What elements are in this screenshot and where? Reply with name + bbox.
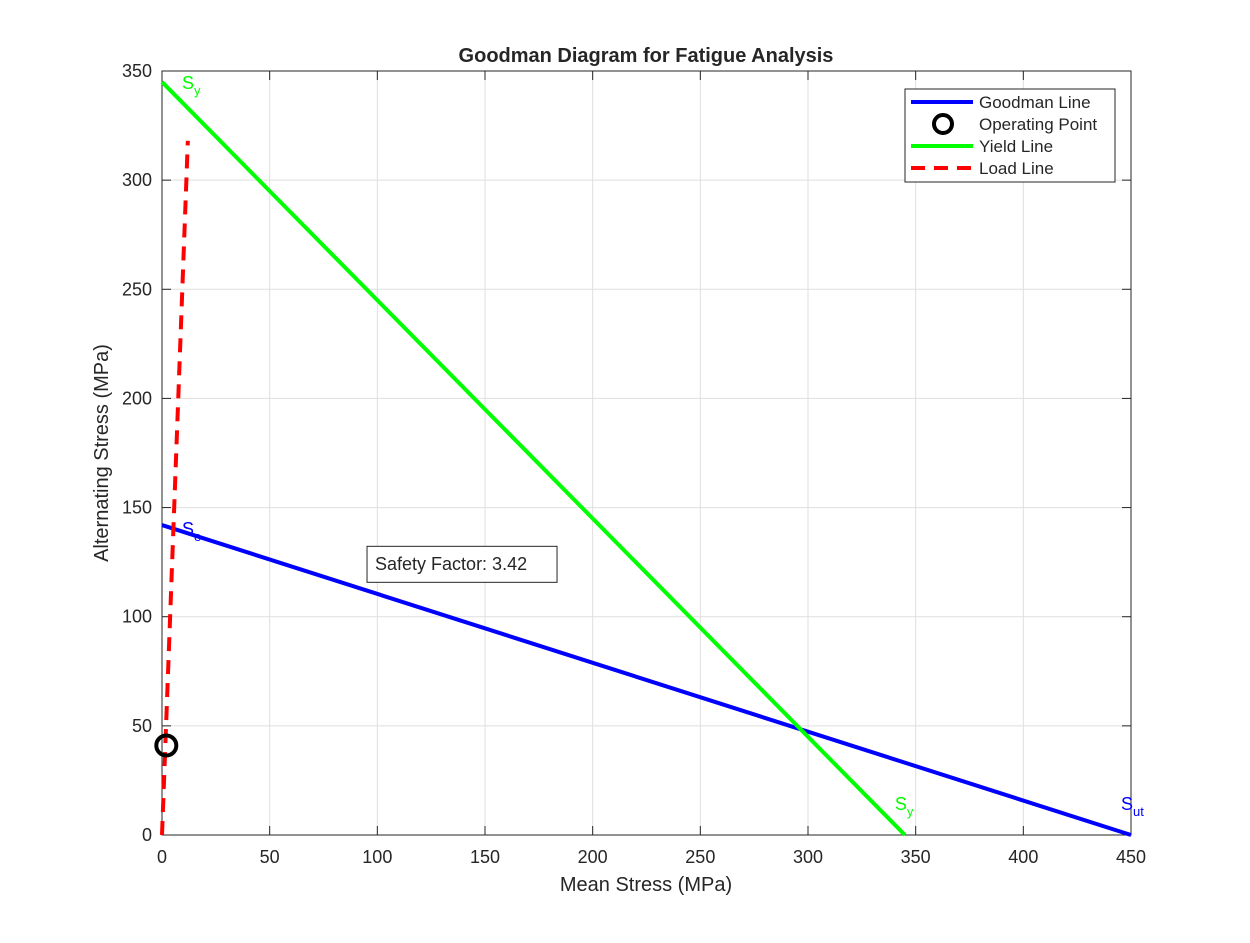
y-tick-label: 250 [122, 279, 152, 299]
x-tick-label: 300 [793, 847, 823, 867]
x-tick-label: 450 [1116, 847, 1146, 867]
safety-factor-frame [366, 545, 558, 583]
annotation-s-y: Sy [182, 73, 201, 98]
operating-point-marker [154, 733, 179, 758]
y-tick-label: 0 [142, 825, 152, 845]
y-tick-label: 150 [122, 498, 152, 518]
legend-operating-point-swatch [932, 113, 954, 135]
y-tick-label: 100 [122, 607, 152, 627]
legend-load-line-label: Load Line [979, 159, 1054, 178]
x-tick-label: 250 [685, 847, 715, 867]
x-axis-label: Mean Stress (MPa) [560, 874, 732, 896]
annotation-base: S [1121, 794, 1133, 814]
grid [161, 70, 1132, 836]
safety-factor-box: Safety Factor: 3.42 [366, 545, 558, 583]
x-tick-label: 400 [1008, 847, 1038, 867]
annotation-s-ut: Sut [1121, 794, 1144, 819]
annotation-subscript: e [194, 529, 201, 544]
x-tick-label: 0 [157, 847, 167, 867]
plot-series [154, 80, 1132, 837]
legend-yield-line-label: Yield Line [979, 137, 1053, 156]
annotation-subscript: y [907, 804, 914, 819]
y-tick-label: 50 [132, 716, 152, 736]
y-tick-label: 350 [122, 61, 152, 81]
y-tick-label: 200 [122, 388, 152, 408]
x-tick-label: 100 [362, 847, 392, 867]
annotation-s-e: Se [182, 519, 201, 544]
annotation-subscript: y [194, 83, 201, 98]
legend: Goodman Line Operating Point Yield Line Loa… [904, 88, 1116, 183]
annotation-base: S [895, 794, 907, 814]
annotation-subscript: ut [1133, 804, 1144, 819]
yield-line-series [160, 80, 907, 837]
legend-operating-point-label: Operating Point [979, 115, 1097, 134]
x-tick-label: 200 [578, 847, 608, 867]
y-axis-label: Alternating Stress (MPa) [91, 344, 113, 562]
annotation-s-y: Sy [895, 794, 914, 819]
x-tick-label: 150 [470, 847, 500, 867]
x-tick-label: 50 [260, 847, 280, 867]
ticks: 0 50 100 150 200 250 300 350 400 450 0 50 100 150 200 2… [122, 61, 1146, 867]
axes-box [161, 70, 1132, 836]
load-line-series [160, 140, 190, 836]
chart-title: Goodman Diagram for Fatigue Analysis [459, 45, 834, 67]
annotation-base: S [182, 519, 194, 539]
goodman-line-series [161, 523, 1132, 837]
legend-goodman-line-label: Goodman Line [979, 93, 1091, 112]
x-tick-label: 350 [901, 847, 931, 867]
safety-factor-text: Safety Factor: 3.42 [375, 554, 527, 574]
annotation-base: S [182, 73, 194, 93]
y-tick-label: 300 [122, 170, 152, 190]
